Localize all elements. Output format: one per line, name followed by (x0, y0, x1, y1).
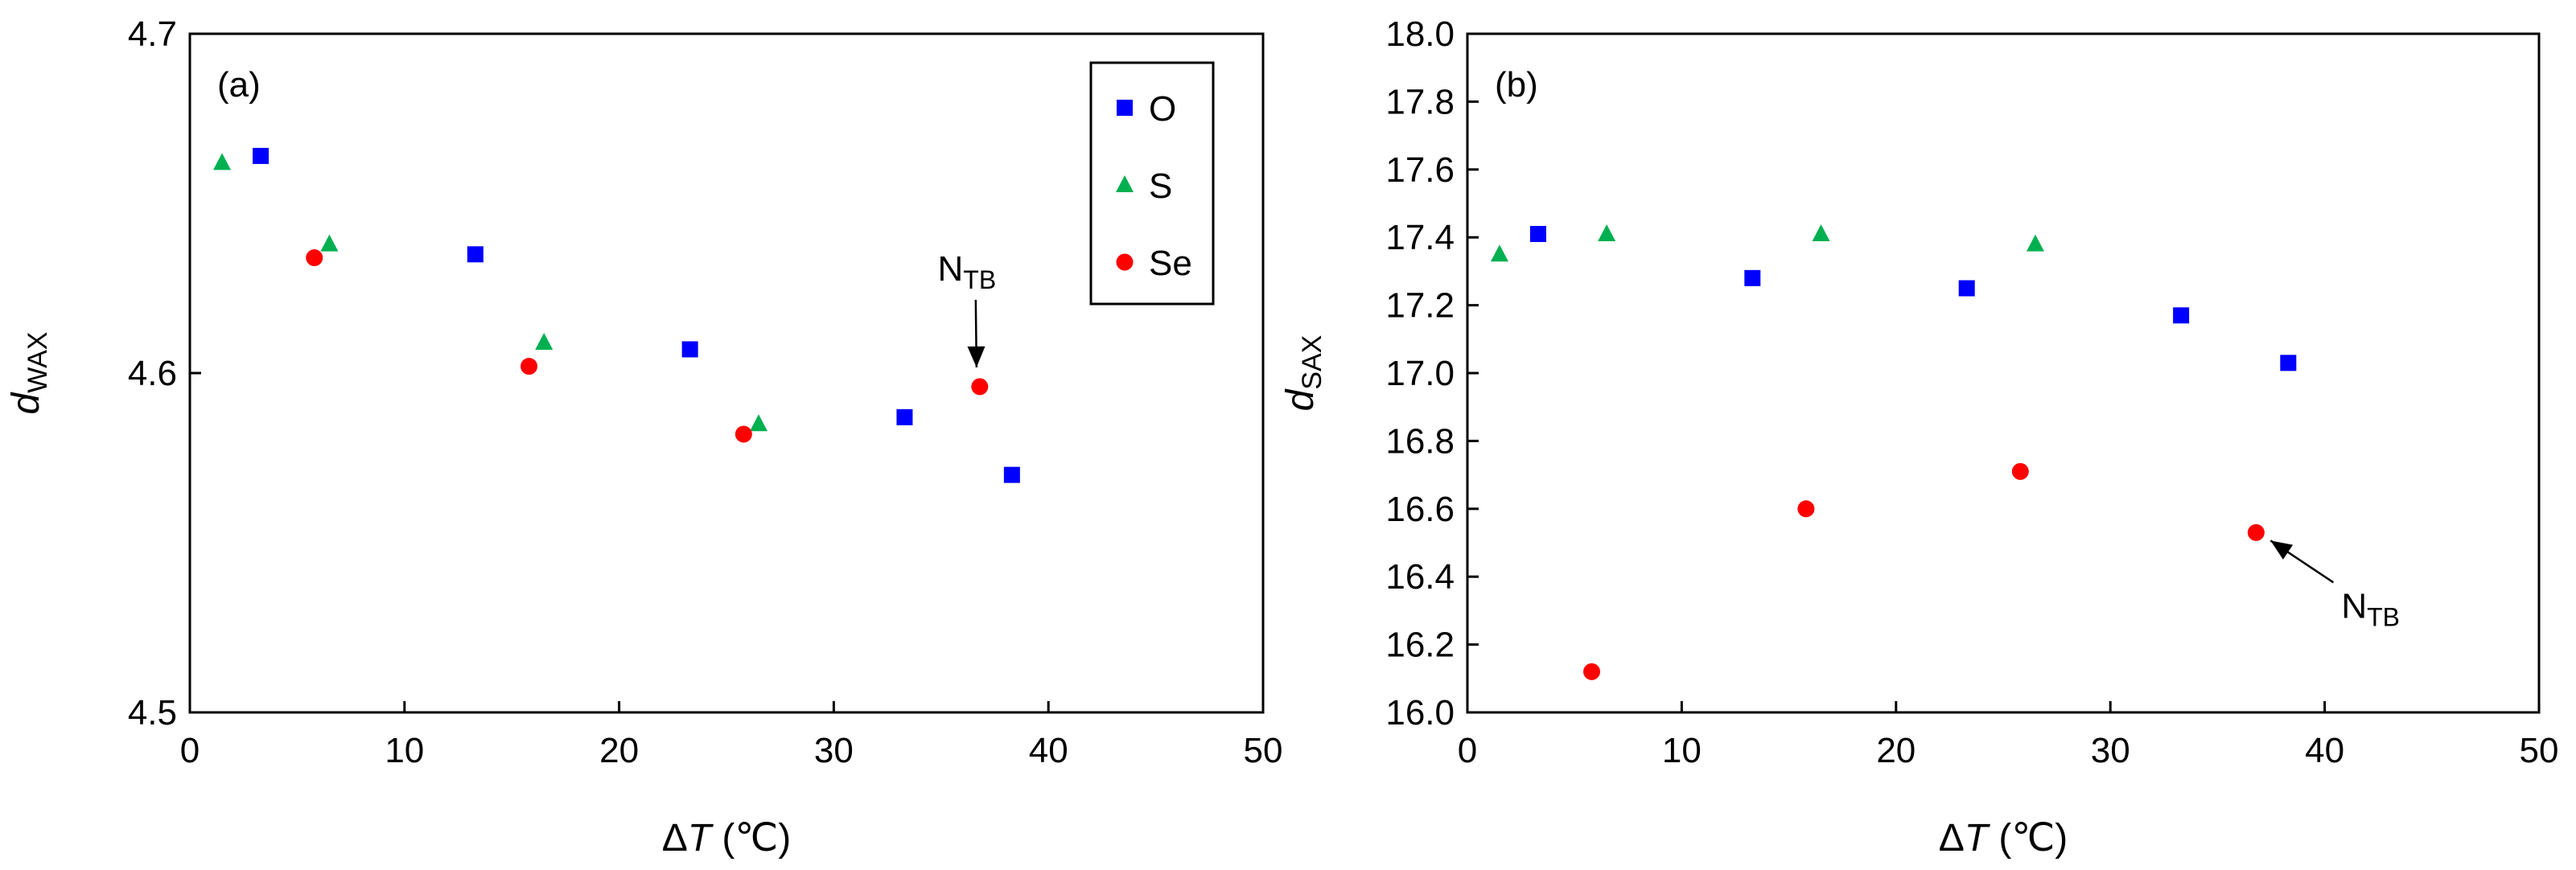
y-tick-label: 16.6 (1385, 490, 1455, 529)
y-axis-title: dWAX (5, 332, 53, 415)
y-tick-label: 16.0 (1385, 693, 1455, 733)
data-point-se (2247, 523, 2265, 541)
data-point-o (1003, 466, 1020, 483)
x-tick-label: 0 (180, 731, 200, 770)
annotation-arrow-head (967, 346, 986, 367)
y-tick-label: 16.4 (1385, 557, 1455, 597)
x-tick-label: 40 (1029, 731, 1068, 770)
series-se (306, 249, 989, 443)
annotation-label: NTB (2341, 586, 2400, 631)
legend-marker-se (1116, 253, 1134, 271)
legend-marker-o (1117, 100, 1133, 116)
data-point-s (320, 234, 339, 252)
series-o (253, 147, 1020, 483)
data-point-s (1490, 244, 1508, 262)
legend-marker-s (1116, 175, 1134, 192)
data-point-o (2173, 307, 2190, 324)
annotation-arrow-head (2270, 540, 2294, 560)
legend-box (1089, 61, 1215, 306)
annotation-ntb: NTB (2269, 540, 2400, 631)
x-tick-label: 0 (1458, 731, 1477, 770)
data-point-o (2280, 355, 2297, 371)
chart-panel-a: 0 10 20 30 40 50 4.5 4.6 4.7 ΔT (℃) dWAX (a) OS Se NTB (5, 14, 1282, 860)
data-point-s (1812, 224, 1830, 241)
series-s (213, 153, 768, 432)
data-point-s (535, 333, 553, 351)
x-tick-label: 10 (385, 731, 424, 770)
y-tick-label: 18.0 (1385, 14, 1455, 54)
x-tick-label: 50 (2520, 731, 2559, 770)
y-tick-label: 17.8 (1385, 82, 1455, 121)
x-tick-label: 30 (2091, 731, 2130, 770)
data-point-se (735, 425, 752, 443)
legend-label-se: Se (1149, 244, 1192, 283)
x-tick-label: 20 (1876, 731, 1916, 770)
y-tick-label: 4.5 (128, 693, 177, 733)
data-point-o (896, 408, 913, 425)
x-axis-title: ΔT (℃) (662, 817, 792, 860)
y-tick-label: 4.7 (128, 14, 177, 54)
annotation-label: NTB (937, 249, 996, 294)
series-o (1529, 225, 2297, 371)
y-tick-label: 17.6 (1385, 150, 1455, 190)
data-point-se (1797, 500, 1815, 518)
legend-label-o: O (1149, 89, 1176, 129)
y-tick-label: 16.2 (1385, 626, 1455, 665)
data-point-s (750, 414, 768, 432)
y-tick-label: 17.4 (1385, 218, 1455, 257)
x-tick-label: 50 (1244, 731, 1283, 770)
panel-label: (a) (217, 65, 261, 105)
data-point-o (1958, 280, 1975, 297)
legend: OS Se (1089, 61, 1215, 306)
data-point-o (253, 147, 270, 164)
legend-label-s: S (1149, 166, 1172, 206)
data-point-o (467, 246, 484, 263)
x-tick-label: 10 (1662, 731, 1702, 770)
data-point-o (1529, 225, 1546, 242)
y-tick-label: 17.2 (1385, 286, 1455, 326)
data-point-se (971, 378, 989, 396)
y-tick-label: 4.6 (128, 354, 177, 393)
data-point-s (213, 153, 232, 170)
data-point-s (1598, 224, 1616, 241)
y-axis-title: dSAX (1279, 335, 1327, 412)
annotation-ntb: NTB (937, 249, 996, 367)
x-tick-label: 20 (599, 731, 639, 770)
y-tick-label: 17.0 (1385, 354, 1455, 393)
data-point-s (2026, 234, 2044, 252)
data-point-se (2011, 462, 2029, 480)
series-se (1583, 462, 2265, 680)
data-point-se (521, 358, 538, 375)
y-tick-label: 16.8 (1385, 421, 1455, 461)
data-point-se (1583, 663, 1601, 680)
series-s (1490, 224, 2044, 262)
chart-panel-b: 0 10 20 30 40 50 16.0 16.2 16.4 16.6 16.8 17.0 17.2 1… (1279, 14, 2558, 860)
panel-label: (b) (1495, 65, 1538, 105)
x-tick-label: 30 (814, 731, 854, 770)
data-point-o (681, 341, 698, 358)
x-tick-label: 40 (2305, 731, 2344, 770)
data-point-se (306, 249, 323, 267)
data-point-o (1744, 269, 1761, 286)
x-axis-title: ΔT (℃) (1939, 817, 2068, 860)
